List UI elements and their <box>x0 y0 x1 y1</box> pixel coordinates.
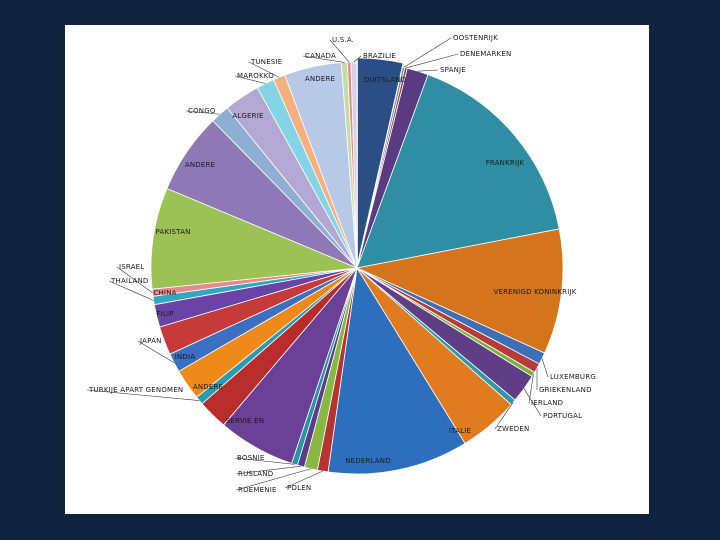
leader-line <box>235 465 301 475</box>
slice-label: U.S.A. <box>332 36 354 44</box>
slice-label: SERVIE EN <box>226 417 264 425</box>
leader-line <box>541 358 549 378</box>
leader-line <box>284 470 323 489</box>
slice-label: LUXEMBURG <box>550 373 596 381</box>
leader-line <box>248 61 280 78</box>
slice-label: ANDERE <box>185 161 215 169</box>
slice-label: ANDERE <box>193 383 223 391</box>
slice-label: NEDERLAND <box>345 457 391 465</box>
slice-label: BOSNIE <box>237 454 265 462</box>
slice-label: CANADA <box>305 52 336 60</box>
slice-label: ZWEDEN <box>497 425 529 433</box>
pie-slices <box>150 57 564 475</box>
leader-line <box>137 340 175 364</box>
slice-label: SPANJE <box>440 66 466 74</box>
leader-line <box>116 266 153 293</box>
slice-label: MAROKKO <box>237 72 274 80</box>
slice-label: ITALIE <box>449 427 471 435</box>
slice-label: BRAZILIE <box>363 52 396 60</box>
slice-label: DUITSLAND <box>364 76 407 84</box>
pie-slice <box>355 228 564 354</box>
leader-line <box>403 37 452 68</box>
leader-line <box>353 55 362 63</box>
slice-label: ALGERIE <box>232 112 263 120</box>
leader-line <box>234 75 266 84</box>
slice-label: PAKISTAN <box>155 228 190 236</box>
slice-label: OOSTENRIJK <box>453 34 498 42</box>
slice-label: JAPAN <box>139 337 162 345</box>
slice-label: DENEMARKEN <box>460 50 511 58</box>
leader-line <box>417 69 439 72</box>
leader-line <box>86 389 200 401</box>
slice-label: FRANKRIJK <box>486 159 525 167</box>
leader-line <box>302 55 345 63</box>
slice-label: POLEN <box>287 484 311 492</box>
pie-chart: DUITSLAND OOSTENRIJK DENEMARKEN SPANJE FRANK… <box>86 34 596 494</box>
leader-line <box>329 39 350 63</box>
slice-label: TUNESIE <box>250 58 282 66</box>
leader-line <box>234 457 295 465</box>
slice-label: GRIEKENLAND <box>539 386 592 394</box>
pie-slice <box>357 57 404 265</box>
slice-label: VERENIGD KONINKRIJK <box>493 288 576 296</box>
slice-label: RUSLAND <box>238 470 273 478</box>
chart-panel: DUITSLAND OOSTENRIJK DENEMARKEN SPANJE FRANK… <box>65 25 649 514</box>
slice-label: IERLAND <box>531 399 563 407</box>
slice-label: ANDERE <box>305 75 335 83</box>
slice-label: PORTUGAL <box>543 412 582 420</box>
pie-slice <box>356 74 560 269</box>
leader-line <box>406 53 459 69</box>
leader-line <box>108 280 154 301</box>
pie-slice <box>327 266 466 475</box>
slice-label: FILIP <box>156 310 173 318</box>
slice-label: INDIA <box>175 353 196 361</box>
slice-label: ROEMENIE <box>238 486 277 494</box>
slice-label: ISRAEL <box>119 263 144 271</box>
leader-line <box>185 110 220 115</box>
leader-line <box>523 388 542 417</box>
leader-lines <box>86 37 549 491</box>
slice-label: THAILAND <box>110 277 148 285</box>
leader-line <box>235 468 311 491</box>
pie-slice <box>150 187 358 290</box>
slice-label: CONGO <box>188 107 216 115</box>
slice-label: TURKIJE APART GENOMEN <box>88 386 183 394</box>
leader-line <box>494 402 514 430</box>
slice-labels: DUITSLAND OOSTENRIJK DENEMARKEN SPANJE FRANK… <box>88 34 596 494</box>
slice-label: CHINA <box>153 289 176 297</box>
